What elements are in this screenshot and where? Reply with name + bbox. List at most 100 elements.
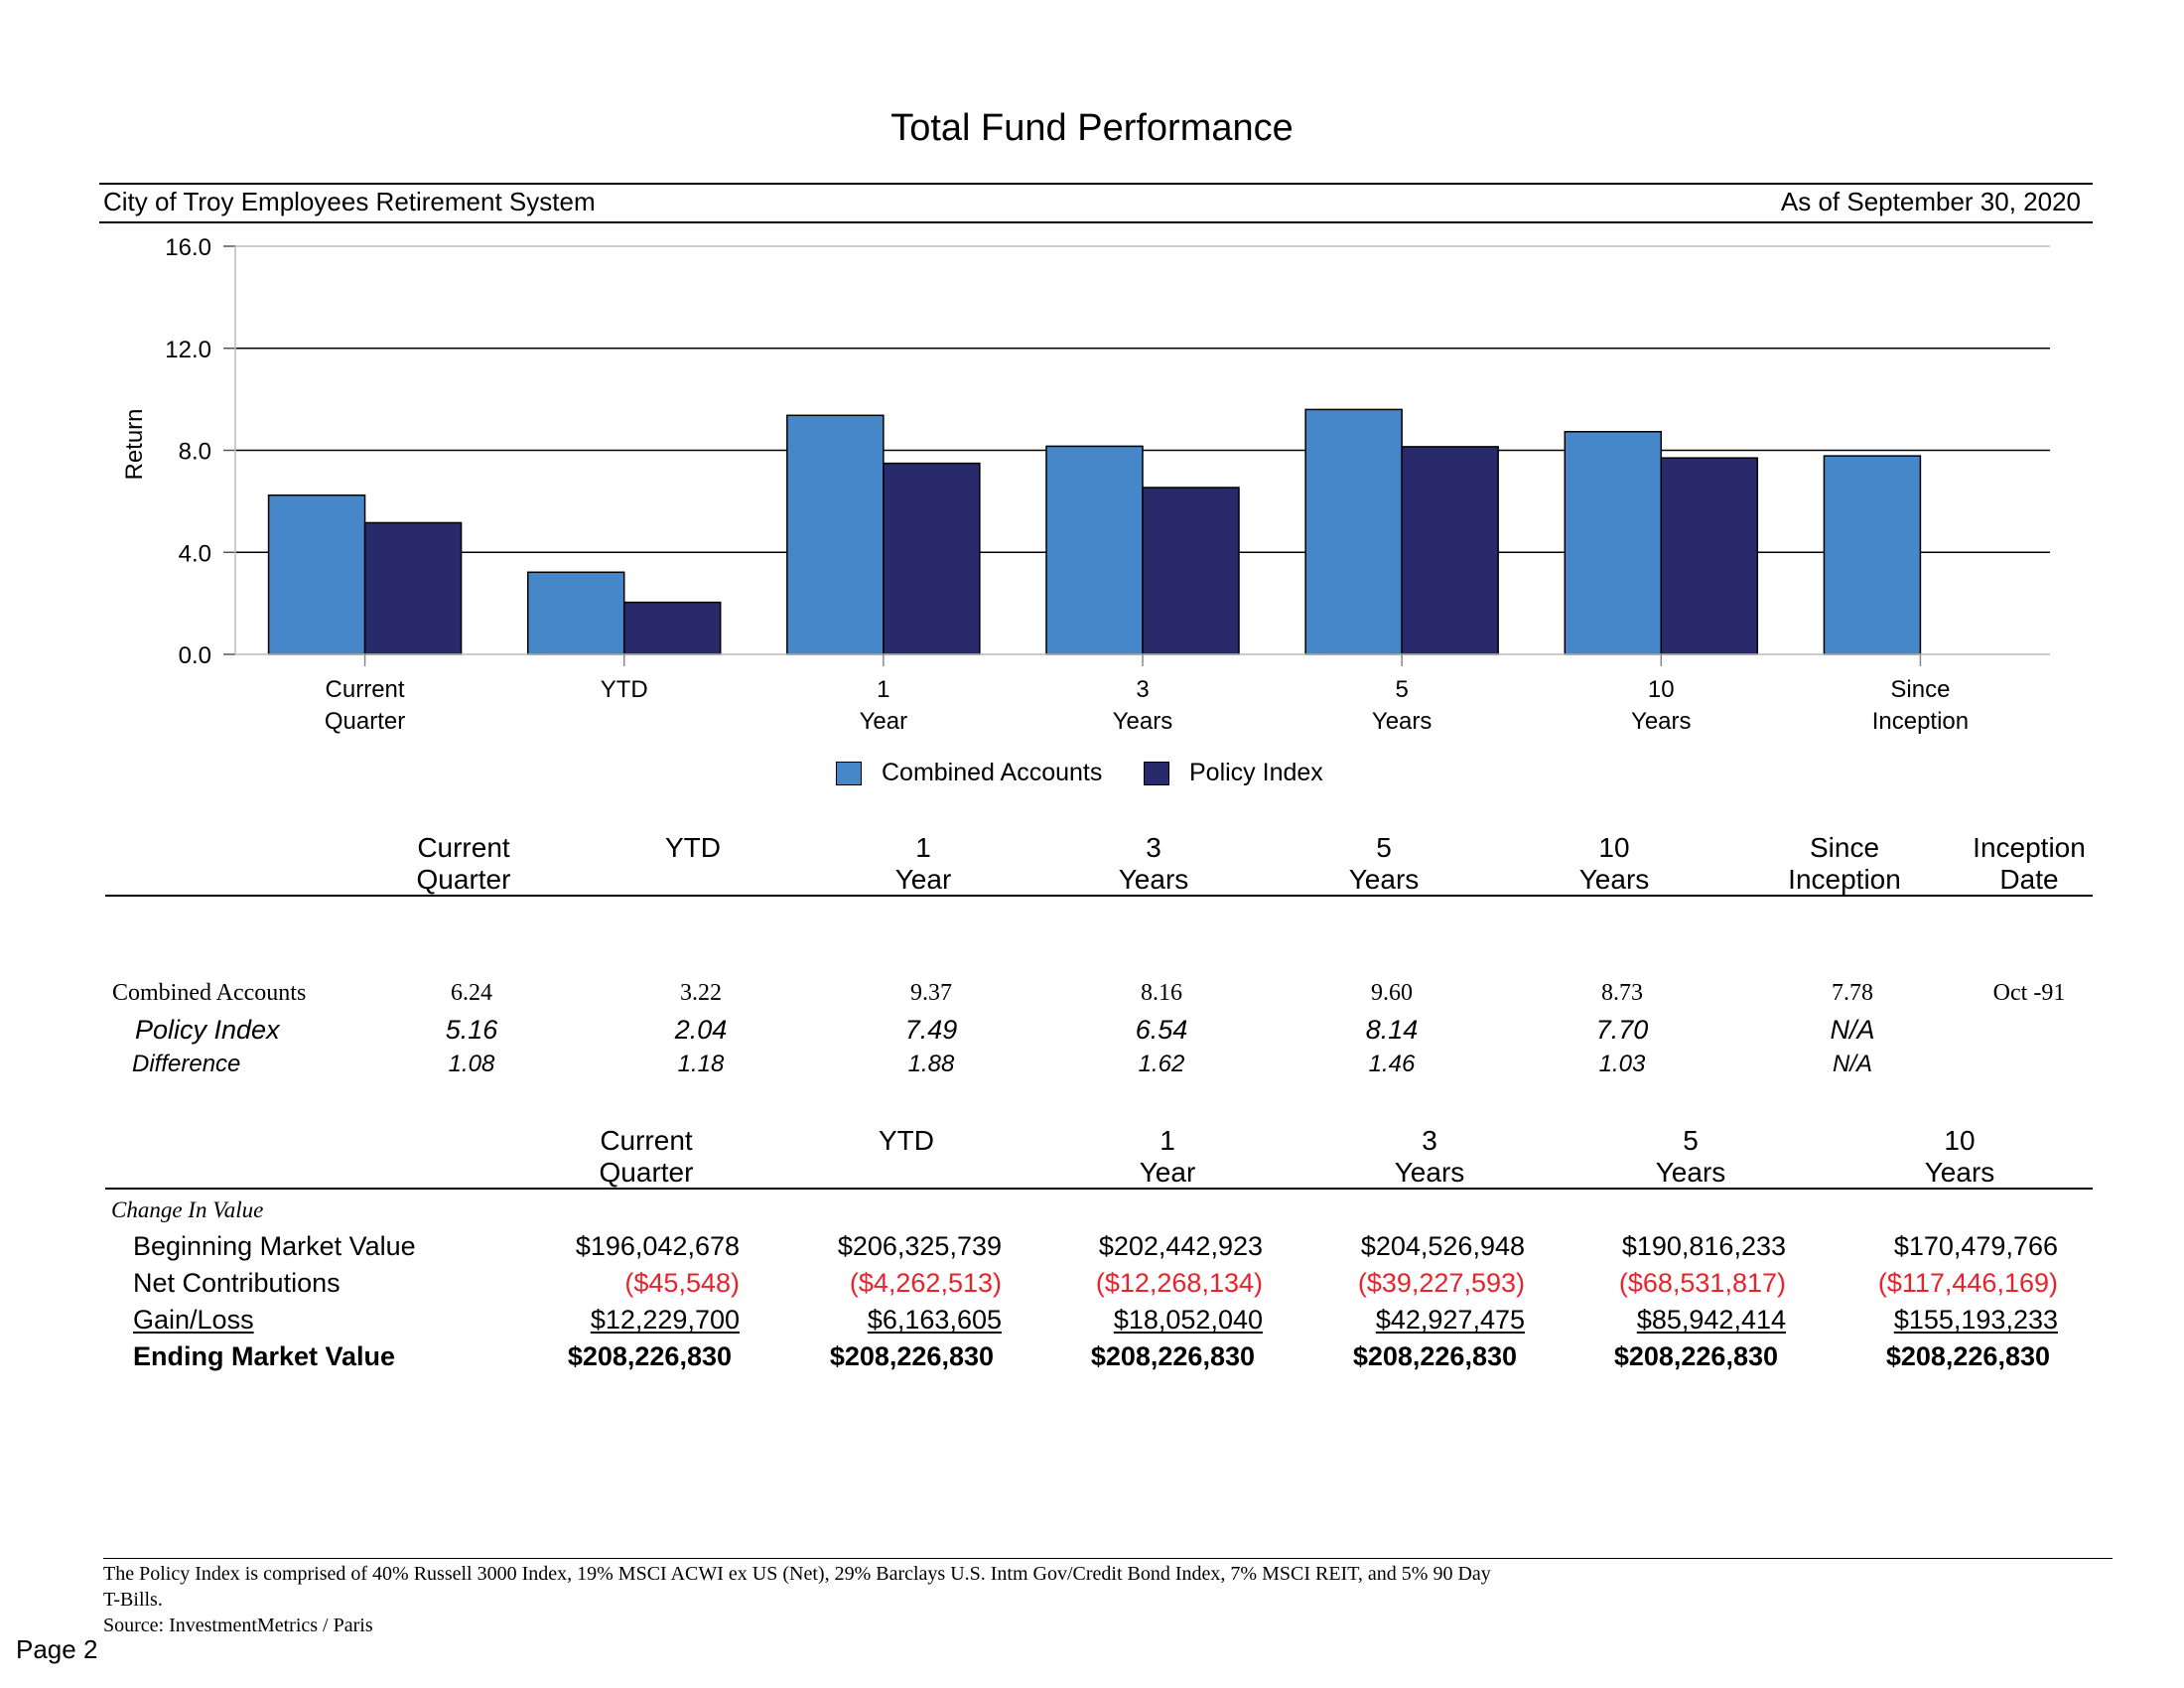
value-col-header-line: 3 (1422, 1125, 1437, 1156)
value-cell: $85,942,414 (1636, 1305, 1786, 1335)
value-col-header: 3 Years (1320, 1125, 1539, 1189)
perf-col-header-line: Years (1348, 864, 1420, 895)
perf-cell: 3.22 (680, 980, 722, 1006)
bar-combined-5 (1564, 430, 1663, 655)
perf-col-header-line: Since (1809, 832, 1880, 863)
section-label: Change In Value (111, 1197, 264, 1222)
value-cell: $208,226,830 (1613, 1341, 1778, 1371)
perf-col-header-line: Date (1999, 864, 2059, 895)
perf-cell: 8.73 (1601, 980, 1643, 1006)
value-cell: $196,042,678 (575, 1231, 740, 1261)
x-tick-label: YTD (601, 676, 648, 703)
x-tick-label: 5 (1395, 676, 1408, 703)
value-cell: $208,226,830 (1885, 1341, 2050, 1371)
value-cell: $202,442,923 (1098, 1231, 1263, 1261)
bar-combined-3 (1045, 445, 1144, 655)
perf-cell: 5.16 (445, 1015, 498, 1045)
x-tick-label: Inception (1872, 708, 1969, 735)
bar-policy-4 (1401, 446, 1499, 655)
y-tick-label: 8.0 (179, 439, 211, 466)
organization-name: City of Troy Employees Retirement System (103, 187, 596, 216)
perf-cell: 1.88 (907, 1051, 955, 1077)
header-top-rule (99, 183, 2093, 185)
legend-label-combined: Combined Accounts (882, 759, 1103, 786)
perf-col-header-line: Inception (1788, 864, 1901, 895)
value-cell: $206,325,739 (837, 1231, 1002, 1261)
perf-cell: 6.54 (1135, 1015, 1188, 1045)
footnote-line-1: The Policy Index is comprised of 40% Rus… (103, 1563, 1491, 1585)
value-col-header-line: Years (1655, 1157, 1726, 1188)
footnote-rule (103, 1558, 2113, 1559)
value-col-header: 5 Years (1581, 1125, 1800, 1189)
perf-col-header-line: 10 (1598, 832, 1630, 863)
perf-cell: 1.03 (1598, 1051, 1646, 1077)
legend-label-policy: Policy Index (1189, 759, 1323, 786)
value-row-label: Ending Market Value (133, 1341, 396, 1371)
value-col-header: Current Quarter (537, 1125, 755, 1189)
value-col-header-line: YTD (879, 1125, 934, 1156)
x-tick-label: 3 (1136, 676, 1149, 703)
bar-policy-0 (363, 521, 463, 655)
perf-col-header: 5 Years (1275, 832, 1493, 896)
footnote-line-2: T-Bills. (103, 1589, 163, 1611)
value-cell: ($68,531,817) (1618, 1268, 1786, 1298)
perf-cell: 1.08 (448, 1051, 495, 1077)
perf-cell: N/A (1830, 1015, 1875, 1045)
value-col-header-line: 1 (1160, 1125, 1175, 1156)
x-tick-label: Years (1631, 708, 1692, 735)
value-col-header-line: Year (1139, 1157, 1196, 1188)
perf-cell: 9.60 (1371, 980, 1413, 1006)
perf-col-header-line: 1 (915, 832, 931, 863)
bar-combined-1 (526, 571, 625, 655)
perf-row-label: Policy Index (135, 1015, 280, 1045)
value-cell: ($12,268,134) (1095, 1268, 1263, 1298)
perf-cell: 9.37 (910, 980, 952, 1006)
perf-cell: 7.49 (904, 1015, 958, 1045)
value-col-header-line: 5 (1683, 1125, 1699, 1156)
value-cell: $208,226,830 (1090, 1341, 1255, 1371)
as-of-date: As of September 30, 2020 (1780, 187, 2081, 216)
page-number: Page 2 (16, 1634, 98, 1664)
perf-cell: 7.70 (1595, 1015, 1649, 1045)
value-cell: $12,229,700 (590, 1305, 740, 1335)
bar-policy-1 (622, 601, 722, 655)
y-tick-label: 12.0 (165, 337, 211, 363)
legend-item-policy: Policy Index (1144, 759, 1323, 787)
perf-col-header: 10 Years (1505, 832, 1723, 896)
value-cell: $208,226,830 (829, 1341, 994, 1371)
perf-col-header: Inception Date (1920, 832, 2138, 896)
perf-row-label: Difference (132, 1051, 241, 1077)
footnote-source: Source: InvestmentMetrics / Paris (103, 1615, 373, 1636)
footnote: The Policy Index is comprised of 40% Rus… (103, 1561, 1711, 1638)
perf-row-label: Combined Accounts (112, 980, 307, 1006)
perf-cell: 2.04 (674, 1015, 728, 1045)
perf-col-header: 3 Years (1044, 832, 1263, 896)
perf-col-header: 1 Year (814, 832, 1032, 896)
value-cell: $204,526,948 (1360, 1231, 1525, 1261)
bar-chart: 0.0 4.0 8.0 12.0 16.0 Return Current Quarter YTD… (121, 234, 2050, 735)
perf-col-header: Current Quarter (354, 832, 573, 896)
bar-policy-2 (883, 462, 981, 655)
value-cell: ($4,262,513) (849, 1268, 1002, 1298)
perf-col-header: YTD (584, 832, 802, 864)
perf-cell: 1.18 (677, 1051, 725, 1077)
bar-policy-5 (1660, 457, 1759, 655)
header-bottom-rule (99, 221, 2093, 223)
bar-combined-6 (1823, 455, 1922, 655)
x-tick-label: Quarter (325, 708, 405, 735)
value-col-header-line: Years (1394, 1157, 1465, 1188)
value-cell: ($117,446,169) (1877, 1268, 2058, 1298)
x-tick-label: Year (860, 708, 908, 735)
perf-cell: N/A (1832, 1051, 1872, 1077)
value-col-header-line: Quarter (599, 1157, 694, 1188)
value-cell: $6,163,605 (867, 1305, 1002, 1335)
value-cell: $170,479,766 (1893, 1231, 2058, 1261)
y-tick-label: 16.0 (165, 234, 211, 261)
perf-cell: 6.24 (451, 980, 492, 1006)
y-tick-label: 4.0 (179, 540, 211, 567)
value-row-label: Gain/Loss (133, 1305, 254, 1335)
bar-combined-4 (1304, 408, 1403, 655)
value-col-header-line: 10 (1944, 1125, 1976, 1156)
perf-col-header: Since Inception (1735, 832, 1954, 896)
perf-cell: 8.14 (1365, 1015, 1419, 1045)
